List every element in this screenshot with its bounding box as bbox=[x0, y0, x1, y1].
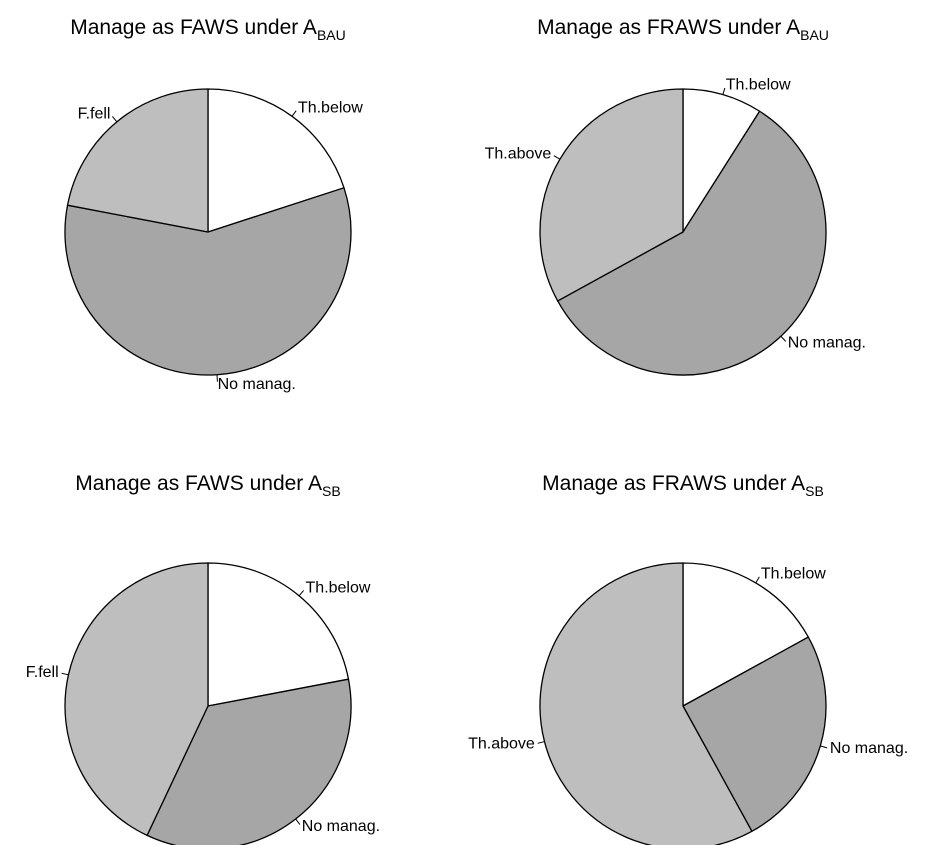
pie-slice-no-manag bbox=[557, 110, 827, 376]
pie-panel-faws-bau: Manage as FAWS under ABAU Th.below No man… bbox=[64, 16, 363, 393]
slice-label-no-manag: No manag. bbox=[788, 335, 866, 352]
slice-tick-f-fell bbox=[112, 116, 118, 123]
pie-slice-f-fell bbox=[64, 562, 209, 837]
slice-tick-th-above bbox=[553, 155, 561, 160]
slice-label-th-below: Th.below bbox=[306, 579, 371, 596]
slice-tick-th-below bbox=[722, 87, 726, 95]
chart-title: Manage as FRAWS under ASB bbox=[542, 472, 824, 499]
slice-tick-no-manag bbox=[780, 335, 787, 342]
slice-label-th-below: Th.below bbox=[761, 566, 826, 583]
slice-tick-no-manag bbox=[820, 745, 828, 749]
slice-tick-th-below bbox=[755, 576, 760, 584]
slice-tick-no-manag bbox=[295, 818, 301, 825]
slice-label-no-manag: No manag. bbox=[218, 376, 296, 393]
pie-panel-fraws-bau: Manage as FRAWS under ABAU Th.below No ma… bbox=[485, 16, 866, 376]
slice-label-no-manag: No manag. bbox=[830, 740, 908, 757]
slice-label-th-below: Th.below bbox=[726, 76, 791, 93]
slice-label-f-fell: F.fell bbox=[26, 664, 59, 681]
pie-slice-th-below bbox=[682, 88, 761, 233]
slice-tick-th-above bbox=[537, 741, 545, 744]
slice-tick-th-below bbox=[291, 110, 297, 117]
pie-slice-no-manag bbox=[64, 187, 352, 376]
chart-title: Manage as FRAWS under ABAU bbox=[537, 16, 829, 43]
pie-slice-no-manag bbox=[682, 636, 827, 832]
slice-label-th-above: Th.above bbox=[468, 735, 535, 752]
pie-panel-faws-sb: Manage as FAWS under ASB Th.below No mana… bbox=[26, 472, 380, 845]
pie-slice-th-below bbox=[682, 562, 809, 707]
pie-panel-fraws-sb: Manage as FRAWS under ASB Th.below No man… bbox=[468, 472, 908, 845]
slice-tick-f-fell bbox=[61, 672, 69, 676]
slice-label-f-fell: F.fell bbox=[78, 105, 111, 122]
chart-title: Manage as FAWS under ASB bbox=[75, 472, 340, 499]
pie-slice-th-above bbox=[539, 88, 684, 302]
slice-label-no-manag: No manag. bbox=[302, 818, 380, 835]
pie-slice-th-above bbox=[539, 562, 753, 845]
chart-title: Manage as FAWS under ABAU bbox=[70, 16, 346, 43]
slice-label-th-above: Th.above bbox=[485, 145, 552, 162]
slice-tick-th-below bbox=[298, 590, 304, 597]
slice-label-th-below: Th.below bbox=[298, 99, 363, 116]
pie-slice-th-below bbox=[207, 88, 345, 233]
